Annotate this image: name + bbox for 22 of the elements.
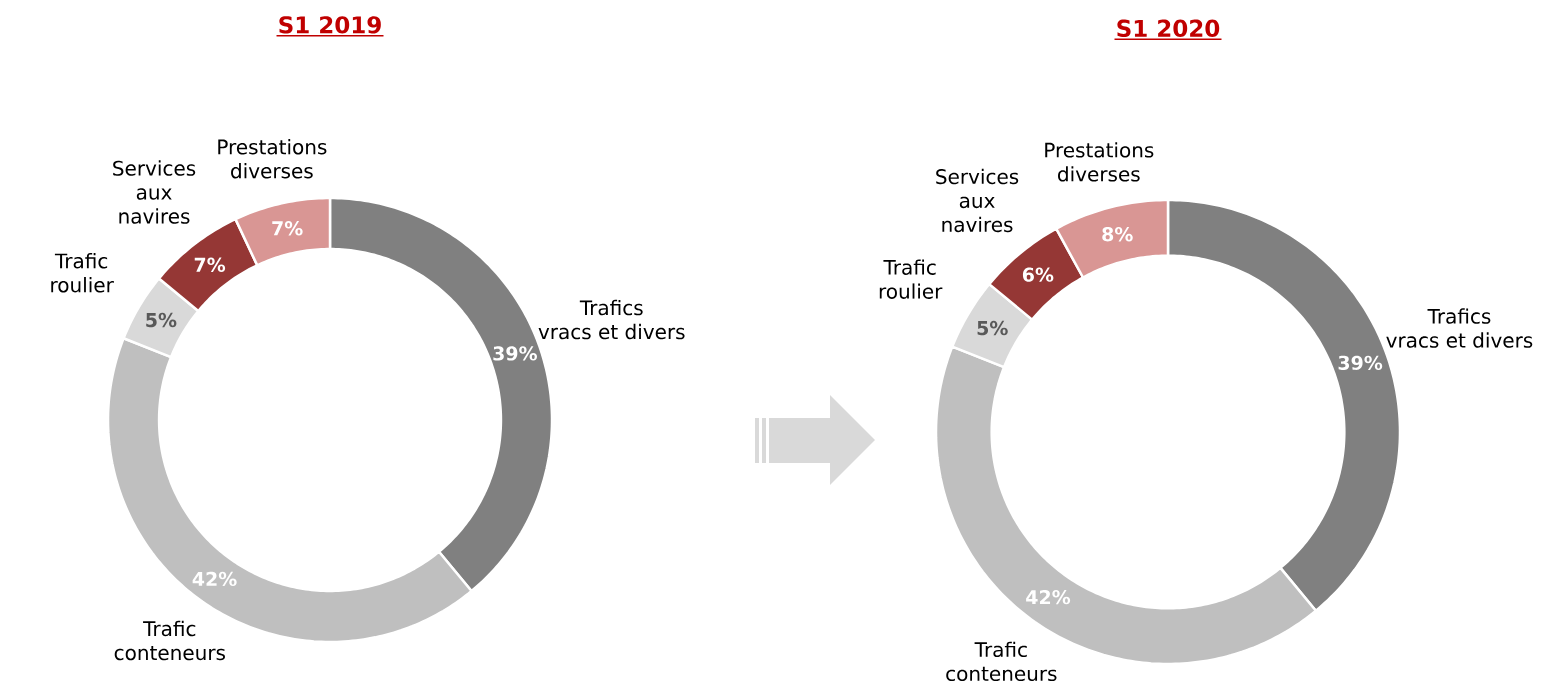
slice-label: Services aux navires xyxy=(113,160,196,224)
data-label: 6% xyxy=(1022,267,1054,282)
slice-label: Trafics vracs et divers xyxy=(1386,308,1533,348)
data-label: 7% xyxy=(272,221,303,236)
data-label: 5% xyxy=(977,320,1008,336)
slice-label: Trafic conteneurs xyxy=(946,641,1057,682)
data-label: 42% xyxy=(192,571,237,587)
slice-label: Prestations diverses xyxy=(218,139,327,179)
slice-label: Services aux navires xyxy=(936,168,1019,233)
data-label: 8% xyxy=(1102,227,1133,242)
data-label: 7% xyxy=(194,257,226,272)
chart-title: S1 2020 xyxy=(1117,19,1220,38)
slice-label: Trafic roulier xyxy=(879,259,943,299)
data-label: 42% xyxy=(1026,589,1071,605)
slice-label: Trafics vracs et divers xyxy=(538,299,685,340)
slice-label: Prestations diverses xyxy=(1045,142,1154,182)
data-label: 39% xyxy=(1338,355,1383,371)
slice-label: Trafic conteneurs xyxy=(114,620,225,661)
slice-label: Trafic roulier xyxy=(51,253,114,293)
data-label: 5% xyxy=(146,312,177,328)
chart-title: S1 2019 xyxy=(279,16,381,34)
data-label: 39% xyxy=(493,346,537,361)
